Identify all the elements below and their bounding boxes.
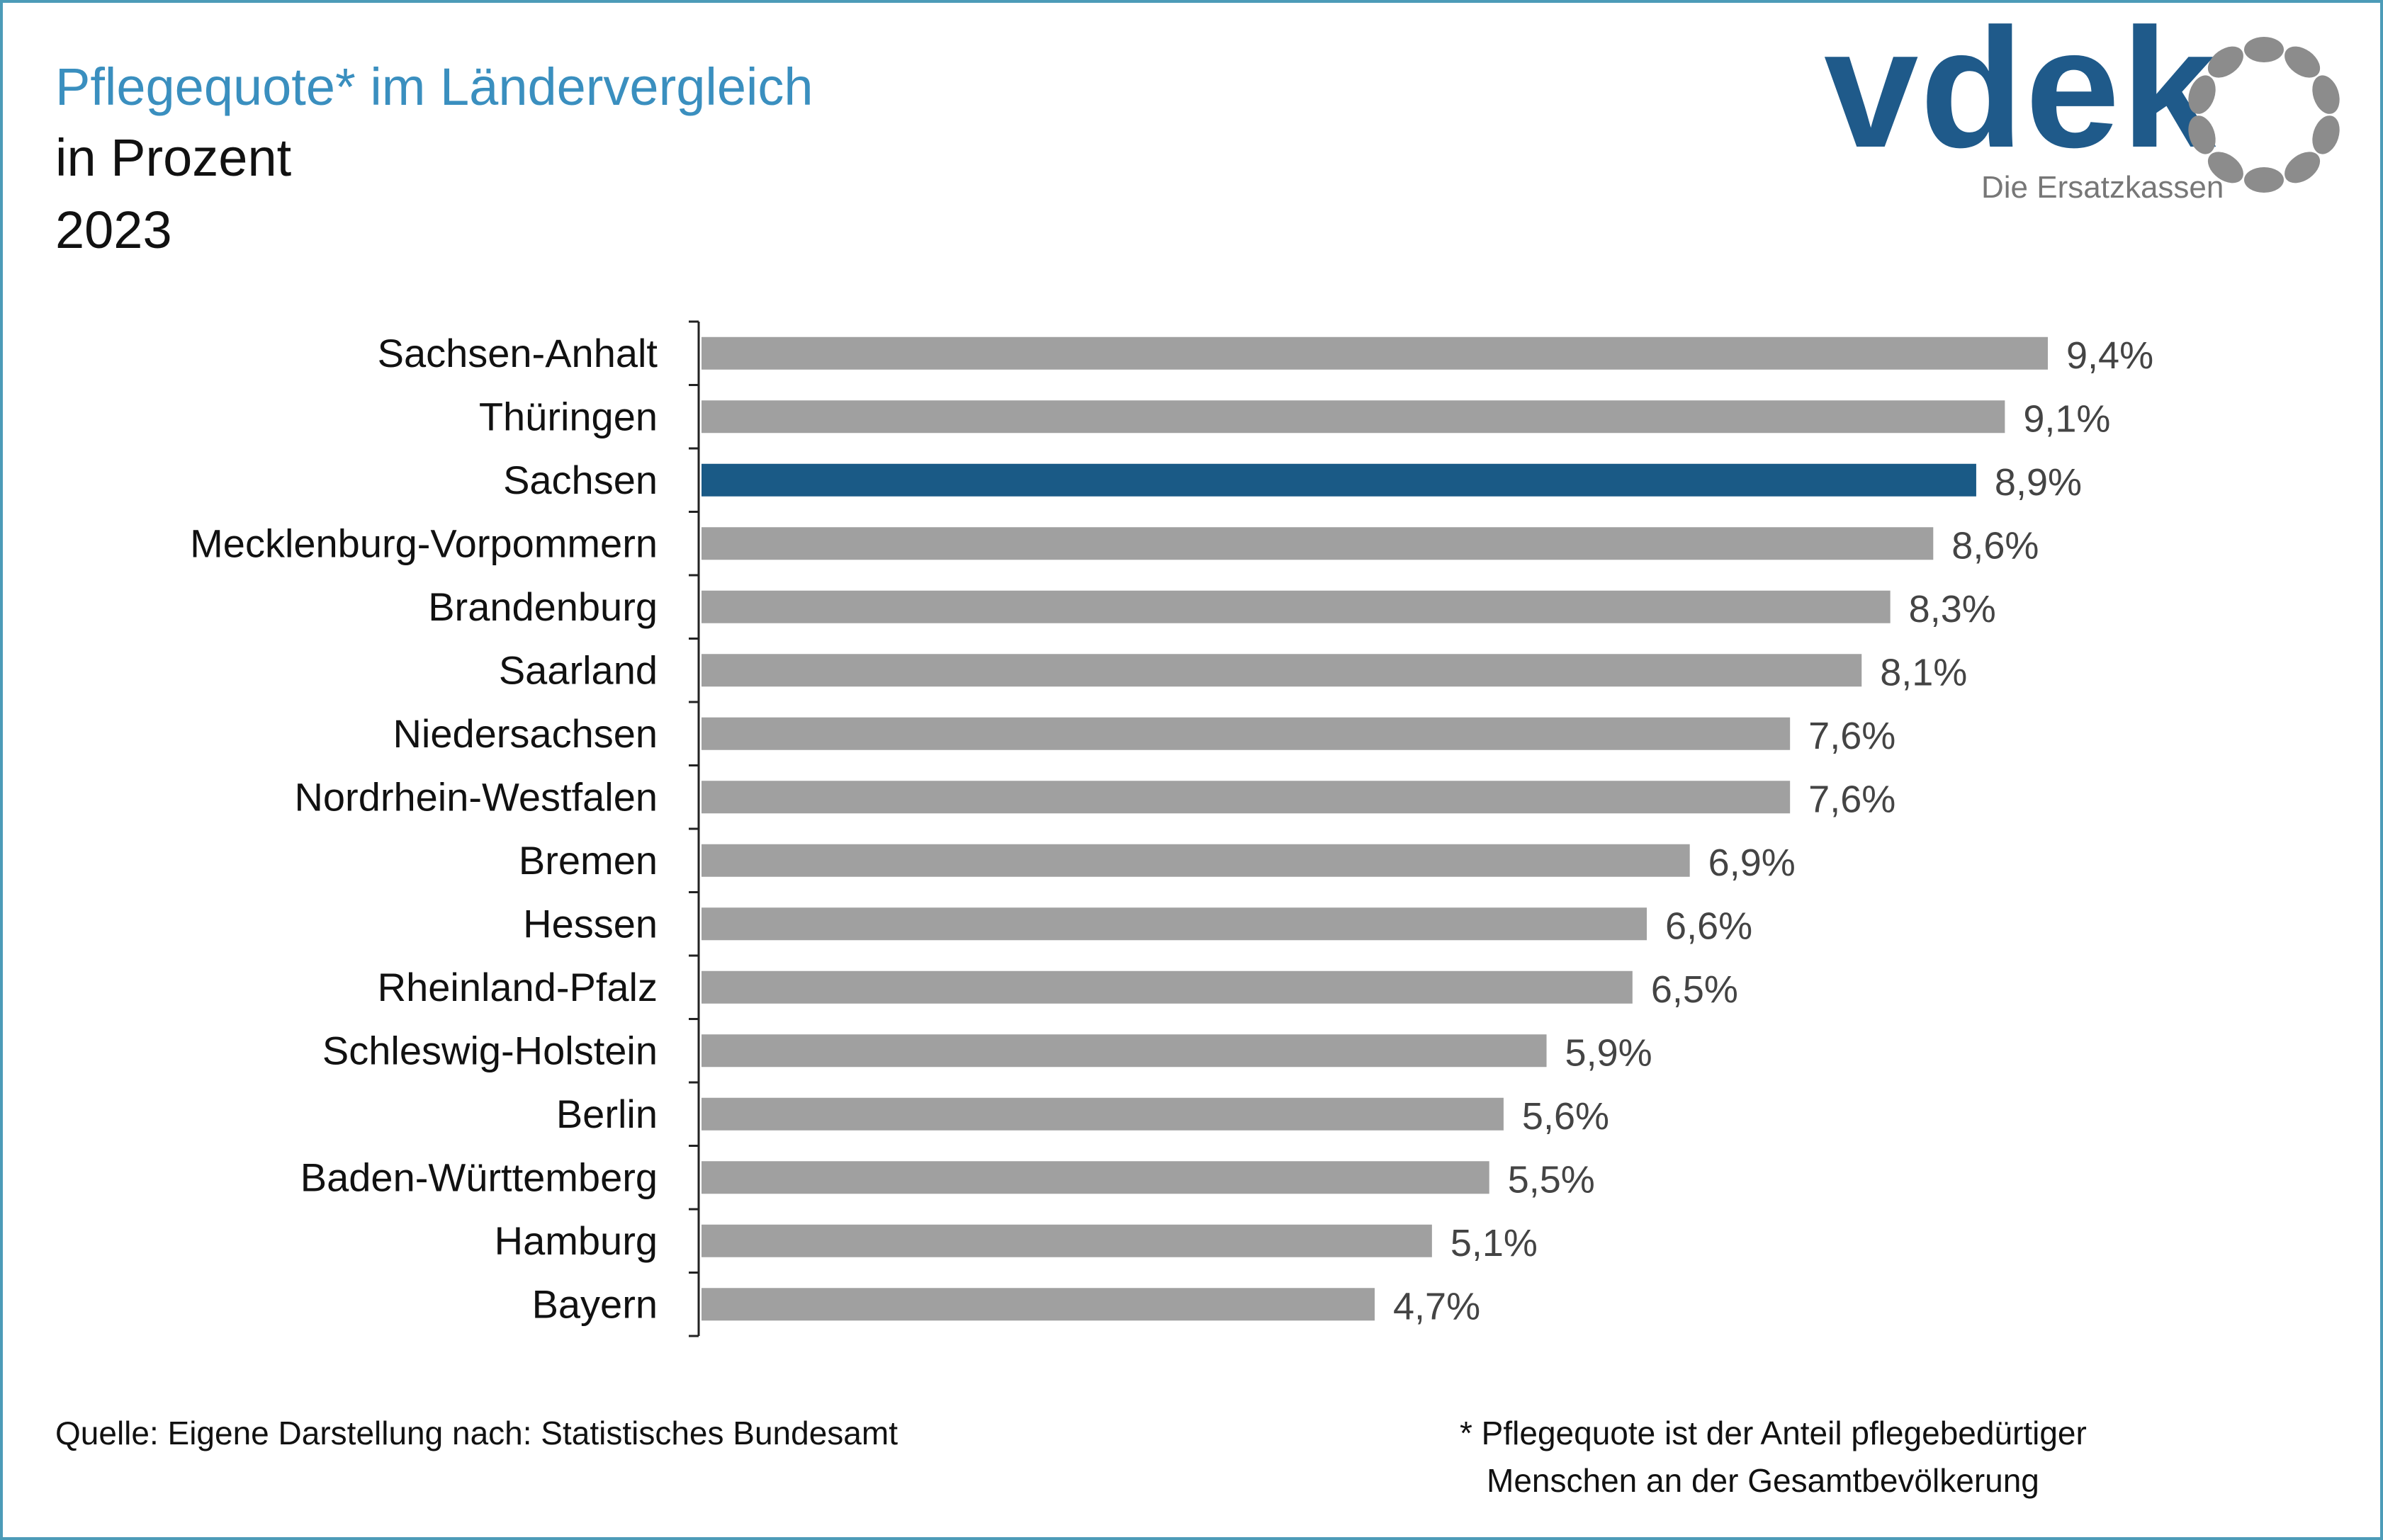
chart-year: 2023 [55,200,172,259]
logo-ring-segment [2285,152,2321,183]
bar-nordrhein-westfalen [702,781,1791,814]
bar-berlin [702,1097,1504,1131]
category-label: Brandenburg [428,584,658,629]
logo-tagline: Die Ersatzkassen [1981,170,2224,205]
logo-ring-segment [2312,75,2340,114]
value-label: 5,9% [1565,1031,1652,1074]
category-label: Saarland [499,647,658,692]
bar-thüringen [702,400,2005,434]
logo-ring-segment [2207,152,2243,183]
category-label: Hessen [523,901,658,946]
category-label: Baden-Württemberg [300,1155,658,1199]
value-label: 6,6% [1665,905,1752,947]
value-label: 8,9% [1995,461,2082,504]
bar-bremen [702,844,1690,877]
bar-mecklenburg-vorpommern [702,527,1934,560]
logo-ring-segment [2312,115,2340,154]
value-label: 6,9% [1708,842,1796,884]
value-label: 5,5% [1508,1158,1595,1201]
bar-hessen [702,907,1647,941]
category-label: Bremen [519,838,658,883]
category-label: Niedersachsen [393,711,658,756]
category-label: Berlin [556,1092,658,1136]
footnote-line-2: Menschen an der Gesamtbevölkerung [1487,1461,2039,1499]
category-label: Nordrhein-Westfalen [294,774,658,819]
logo-ring-segment [2285,46,2321,78]
bar-brandenburg [702,590,1891,623]
category-label: Bayern [532,1281,658,1326]
value-label: 9,4% [2066,334,2153,377]
category-label: Schleswig-Holstein [322,1028,658,1072]
category-label: Mecklenburg-Vorpommern [190,521,658,565]
bar-sachsen-anhalt [702,336,2048,370]
chart-title: Pflegequote* im Ländervergleich [55,57,813,116]
bar-sachsen [702,463,1976,497]
value-label: 4,7% [1393,1285,1480,1327]
footnote: * Pflegequote ist der Anteil pflegebedür… [1460,1410,2087,1504]
value-label: 8,3% [1909,588,1996,630]
bar-niedersachsen [702,717,1791,750]
value-label: 5,6% [1522,1095,1609,1138]
logo-ring-segment [2244,167,2284,193]
category-label: Hamburg [495,1218,658,1263]
source-note: Quelle: Eigene Darstellung nach: Statist… [55,1415,898,1451]
logo-ring-segment [2207,46,2243,78]
category-label: Sachsen-Anhalt [378,331,658,375]
value-label: 7,6% [1808,778,1895,820]
bar-schleswig-holstein [702,1034,1547,1068]
bar-rheinland-pfalz [702,970,1633,1004]
bar-bayern [702,1288,1375,1321]
value-label: 8,6% [1951,524,2039,567]
logo-wordmark: vdek [1824,0,2218,183]
vdek-logo: vdek Die Ersatzkassen [1824,3,2362,208]
chart-subtitle: in Prozent [55,128,292,187]
category-label: Rheinland-Pfalz [378,965,658,1009]
value-label: 9,1% [2023,397,2110,440]
value-label: 5,1% [1450,1222,1538,1264]
logo-ring-segment [2188,75,2216,114]
bar-baden-württemberg [702,1161,1489,1194]
footnote-line-1: * Pflegequote ist der Anteil pflegebedür… [1460,1415,2087,1451]
value-label: 7,6% [1808,715,1895,757]
bar-chart: Sachsen-Anhalt 9,4% Thüringen 9,1% Sachsen 8,… [190,320,2153,1337]
value-label: 6,5% [1651,968,1738,1011]
logo-ring-segment [2188,115,2216,154]
category-label: Sachsen [503,458,658,502]
value-label: 8,1% [1880,651,1967,693]
bar-hamburg [702,1224,1432,1257]
logo-ring-icon [2188,37,2340,193]
logo-ring-segment [2244,37,2284,62]
bar-saarland [702,654,1862,687]
category-label: Thüringen [479,394,658,438]
